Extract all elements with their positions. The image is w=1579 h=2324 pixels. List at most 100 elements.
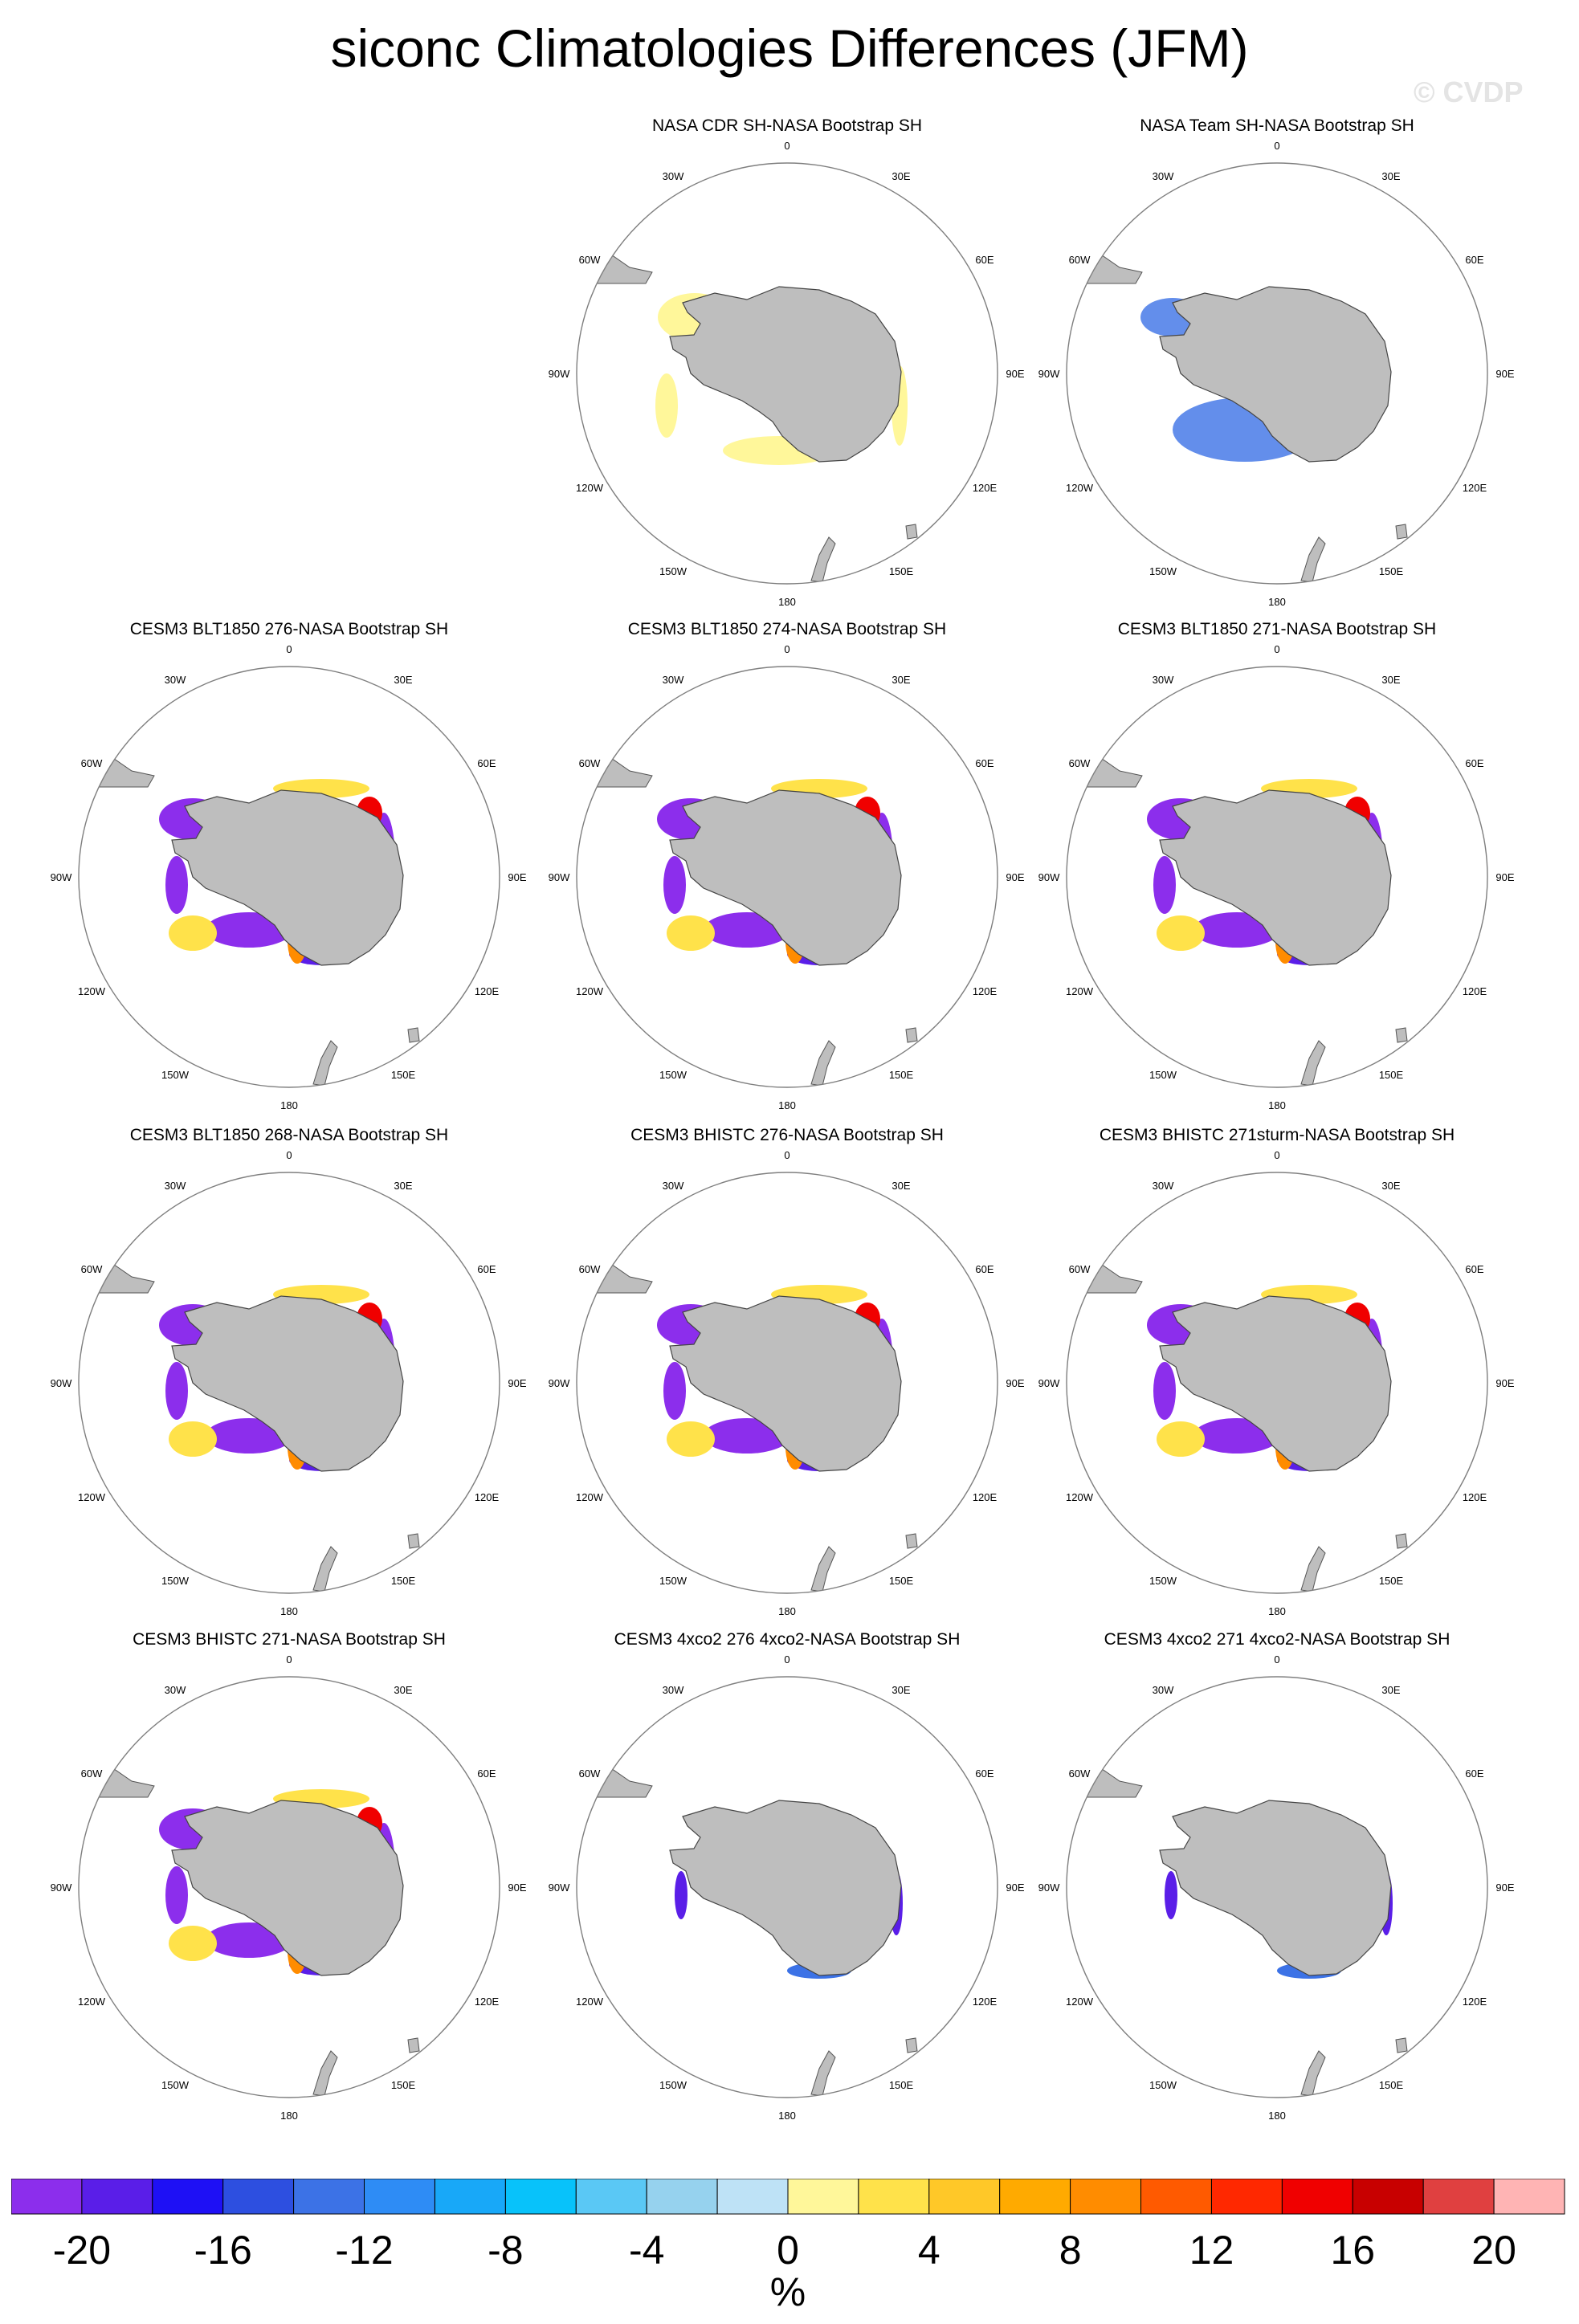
- polar-stereographic-map: 0 30E 60E 90E 120E 150E 180 150W 120W 90W 60W 30W: [549, 1653, 1025, 2122]
- map-panel: CESM3 BLT1850 274-NASA Bootstrap SH 0 30E 6…: [546, 620, 1028, 1118]
- longitude-label: 90W: [1038, 368, 1060, 380]
- colorbar-tick-label: -8: [488, 2228, 523, 2273]
- longitude-label: 90E: [1006, 1882, 1024, 1894]
- longitude-label: 120E: [1463, 985, 1487, 997]
- map-content: [1067, 163, 1408, 583]
- longitude-label: 150E: [889, 565, 914, 577]
- colorbar-swatch: [1493, 2179, 1565, 2215]
- polar-stereographic-map: 0 30E 60E 90E 120E 150E 180 150W 120W 90W 60W 30W: [549, 643, 1025, 1111]
- map-content: [79, 1677, 420, 2097]
- longitude-label: 150E: [889, 2079, 914, 2091]
- new-zealand-landmass: [312, 2050, 338, 2097]
- longitude-label: 180: [778, 1605, 796, 1617]
- longitude-label: 120W: [576, 985, 604, 997]
- colorbar-tick-label: 20: [1471, 2228, 1516, 2273]
- map-panel: CESM3 4xco2 271 4xco2-NASA Bootstrap SH 0…: [1036, 1630, 1518, 2128]
- panel-title: CESM3 4xco2 276 4xco2-NASA Bootstrap SH: [614, 1630, 961, 1649]
- longitude-label: 180: [1268, 1605, 1286, 1617]
- antarctica-landmass: [1159, 789, 1392, 966]
- longitude-label: 90E: [1495, 1377, 1514, 1389]
- map-boundary: [576, 1172, 998, 1594]
- new-zealand-landmass: [1300, 1546, 1326, 1592]
- longitude-label: 150W: [1149, 2079, 1177, 2091]
- longitude-label: 30E: [892, 674, 910, 686]
- map-boundary: [78, 1172, 500, 1594]
- longitude-label: 120E: [1463, 482, 1487, 494]
- longitude-label: 60E: [975, 254, 994, 266]
- colorbar-swatch: [575, 2179, 647, 2215]
- polar-stereographic-map: 0 30E 60E 90E 120E 150E 180 150W 120W 90W 60W 30W: [51, 643, 527, 1111]
- longitude-label: 30E: [892, 170, 910, 182]
- panel-title: NASA Team SH-NASA Bootstrap SH: [1140, 116, 1414, 135]
- antarctica-landmass: [1159, 1800, 1392, 1976]
- longitude-label: 180: [280, 1099, 298, 1111]
- polar-stereographic-map: 0 30E 60E 90E 120E 150E 180 150W 120W 90W 60W 30W: [51, 1653, 527, 2122]
- tasmania-landmass: [1395, 2037, 1408, 2053]
- longitude-label: 90E: [1006, 1377, 1024, 1389]
- longitude-label: 90W: [1038, 1377, 1060, 1389]
- longitude-label: 30W: [663, 1180, 684, 1192]
- colorbar-swatch: [787, 2179, 859, 2215]
- polar-stereographic-map: 0 30E 60E 90E 120E 150E 180 150W 120W 90W 60W 30W: [1038, 1149, 1515, 1617]
- map-panel: CESM3 BLT1850 271-NASA Bootstrap SH 0 30E 6…: [1036, 620, 1518, 1118]
- longitude-label: 120E: [973, 985, 998, 997]
- colorbar: -20 -16 -12 -8 -4 0 4 8 12 16 20%: [11, 2179, 1565, 2314]
- map-content: [1067, 1678, 1408, 2097]
- longitude-label: 120W: [78, 985, 106, 997]
- longitude-label: 0: [784, 1149, 790, 1161]
- longitude-label: 30E: [394, 1180, 412, 1192]
- longitude-label: 90W: [549, 1377, 570, 1389]
- longitude-label: 60E: [975, 1767, 994, 1780]
- longitude-label: 60E: [1465, 254, 1483, 266]
- map-content: [577, 1172, 918, 1592]
- new-zealand-landmass: [312, 1040, 338, 1087]
- longitude-label: 90E: [1006, 871, 1024, 883]
- longitude-label: 30W: [663, 1684, 684, 1696]
- longitude-label: 150W: [1149, 1069, 1177, 1081]
- longitude-label: 120W: [78, 1491, 106, 1503]
- longitude-label: 150W: [161, 1575, 190, 1587]
- antarctica-landmass: [669, 789, 902, 966]
- longitude-label: 180: [778, 1099, 796, 1111]
- longitude-label: 90W: [1038, 1882, 1060, 1894]
- map-content: [1067, 1172, 1408, 1592]
- longitude-label: 60E: [975, 757, 994, 769]
- longitude-label: 60E: [477, 757, 496, 769]
- tasmania-landmass: [1395, 1027, 1408, 1043]
- longitude-label: 90W: [51, 1882, 72, 1894]
- map-boundary: [576, 162, 998, 585]
- tasmania-landmass: [905, 524, 918, 540]
- longitude-label: 150W: [1149, 565, 1177, 577]
- longitude-label: 120E: [1463, 1996, 1487, 2008]
- map-content: [1067, 667, 1408, 1087]
- longitude-label: 150W: [659, 565, 687, 577]
- map-boundary: [1066, 666, 1488, 1088]
- longitude-label: 120E: [475, 1996, 500, 2008]
- longitude-label: 60W: [579, 1263, 601, 1275]
- map-content: [79, 1172, 420, 1592]
- longitude-label: 60W: [81, 1263, 103, 1275]
- longitude-label: 150E: [391, 2079, 416, 2091]
- longitude-label: 0: [286, 643, 292, 655]
- longitude-label: 120W: [1066, 985, 1094, 997]
- longitude-label: 60E: [477, 1263, 496, 1275]
- colorbar-swatch: [504, 2179, 577, 2215]
- longitude-label: 60E: [477, 1767, 496, 1780]
- map-panel: CESM3 BLT1850 268-NASA Bootstrap SH 0 30E 6…: [48, 1126, 530, 1624]
- new-zealand-landmass: [312, 1546, 338, 1592]
- panel-title: CESM3 BLT1850 274-NASA Bootstrap SH: [627, 620, 947, 638]
- longitude-label: 30E: [1381, 674, 1400, 686]
- antarctica-landmass: [171, 1800, 404, 1976]
- longitude-label: 60E: [1465, 1767, 1483, 1780]
- panel-title: CESM3 BHISTC 271sturm-NASA Bootstrap SH: [1099, 1126, 1455, 1144]
- panel-title: CESM3 BLT1850 268-NASA Bootstrap SH: [129, 1126, 449, 1144]
- tasmania-landmass: [1395, 1533, 1408, 1549]
- new-zealand-landmass: [1300, 2050, 1326, 2097]
- longitude-label: 120W: [1066, 1996, 1094, 2008]
- longitude-label: 90W: [1038, 871, 1060, 883]
- colorbar-swatch: [1140, 2179, 1212, 2215]
- longitude-label: 30W: [1153, 1684, 1174, 1696]
- polar-stereographic-map: 0 30E 60E 90E 120E 150E 180 150W 120W 90W 60W 30W: [549, 140, 1025, 608]
- longitude-label: 120E: [973, 1996, 998, 2008]
- antarctica-landmass: [1159, 1295, 1392, 1472]
